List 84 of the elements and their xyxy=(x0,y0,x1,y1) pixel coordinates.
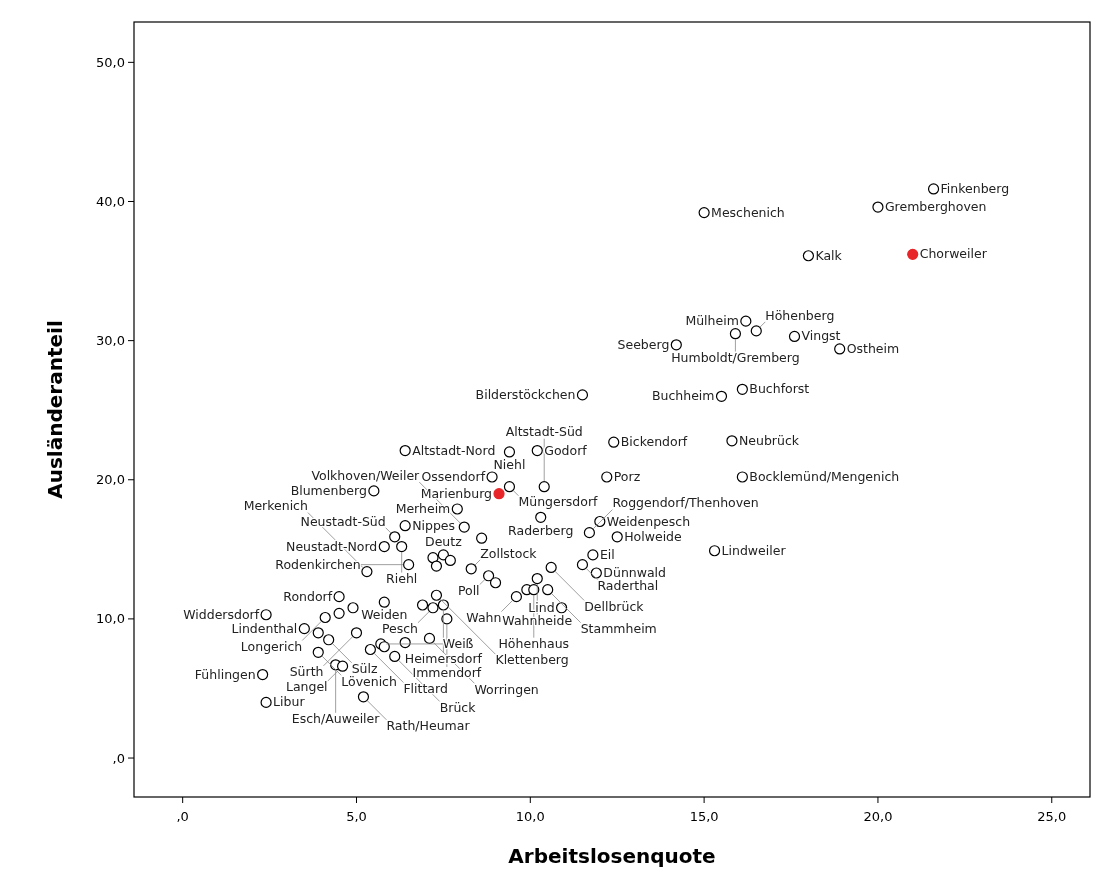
annotation: Mülheim xyxy=(685,313,739,329)
annotation: Immendorf xyxy=(412,665,482,681)
annotation: Volkhoven/Weiler xyxy=(311,467,421,483)
y-tick-label: 10,0 xyxy=(96,611,125,627)
annotation: Sürth xyxy=(289,664,324,680)
y-axis-title: Ausländeranteil xyxy=(43,320,67,499)
annotation: Finkenberg xyxy=(940,180,1010,196)
y-tick-label: 40,0 xyxy=(96,193,125,209)
annotation: Stammheim xyxy=(580,620,657,636)
annotation: Longerich xyxy=(240,638,303,654)
y-tick-label: 50,0 xyxy=(96,54,125,70)
annotation: Merkenich xyxy=(243,498,308,514)
annotation: Godorf xyxy=(544,442,588,458)
annotation: Weiden xyxy=(361,607,408,623)
annotation: Worringen xyxy=(474,681,539,697)
x-tick-label: 10,0 xyxy=(515,809,545,824)
annotation: Buchforst xyxy=(749,381,810,397)
annotation: Lind xyxy=(528,599,555,615)
annotation: Buchheim xyxy=(651,388,715,404)
annotation: Poll xyxy=(457,583,480,599)
x-tick-label: 25,0 xyxy=(1037,809,1067,824)
x-tick-label: ,0 xyxy=(176,809,189,824)
annotation: Nippes xyxy=(412,517,456,533)
annotation: Weidenpesch xyxy=(606,513,691,529)
y-tick-label: 30,0 xyxy=(96,333,125,349)
annotation: Neubrück xyxy=(738,432,800,448)
annotation: Merheim xyxy=(395,500,451,516)
annotation: Gremberghoven xyxy=(884,199,987,215)
annotation: Eil xyxy=(599,546,615,562)
annotation: Blumenberg xyxy=(290,482,367,498)
x-tick-label: 20,0 xyxy=(863,809,893,824)
annotation: Weiß xyxy=(442,635,474,651)
annotation: Neustadt-Süd xyxy=(300,513,386,529)
annotation: Deutz xyxy=(425,533,463,549)
x-tick-label: 15,0 xyxy=(689,809,719,824)
annotation: Wahnheide xyxy=(502,612,573,628)
annotation: Riehl xyxy=(386,570,418,586)
annotation: Kalk xyxy=(815,247,843,263)
annotation: Höhenberg xyxy=(765,307,835,323)
annotation: Heimersdorf xyxy=(404,651,483,667)
annotation: Seeberg xyxy=(617,336,670,352)
annotation: Raderberg xyxy=(508,522,574,538)
annotation: Pesch xyxy=(381,621,418,637)
annotation: Müngersdorf xyxy=(518,493,599,509)
annotation: Ossendorf xyxy=(421,468,486,484)
annotation: Marienburg xyxy=(420,485,493,501)
annotation: Fühlingen xyxy=(194,666,256,682)
annotation: Bickendorf xyxy=(620,434,688,450)
annotation: Meschenich xyxy=(711,204,785,220)
annotation: Esch/Auweiler xyxy=(291,711,381,727)
annotation: Holweide xyxy=(624,528,683,544)
annotation: Rodenkirchen xyxy=(275,556,361,572)
y-tick-label: ,0 xyxy=(112,750,125,766)
x-tick-label: 5,0 xyxy=(346,809,367,824)
annotation: Roggendorf/Thenhoven xyxy=(612,495,759,511)
annotation: Dellbrück xyxy=(584,598,645,614)
annotation: Raderthal xyxy=(597,577,659,593)
x-axis-title: Arbeitslosenquote xyxy=(508,844,716,868)
annotation: Rondorf xyxy=(283,588,333,604)
annotation: Höhenhaus xyxy=(498,635,570,651)
annotation: Altstadt-Süd xyxy=(505,424,583,440)
annotation: Neustadt-Nord xyxy=(286,538,378,554)
annotation: Humboldt/Gremberg xyxy=(671,349,800,365)
annotation: Widdersdorf xyxy=(183,606,260,622)
annotation: Bocklemünd/Mengenich xyxy=(749,468,900,484)
annotation: Zollstock xyxy=(480,545,538,561)
y-tick-label: 20,0 xyxy=(96,472,125,488)
annotation: Vingst xyxy=(801,328,841,344)
annotation: Niehl xyxy=(493,457,526,473)
annotation: Brück xyxy=(439,699,477,715)
annotation: Chorweiler xyxy=(919,246,988,262)
annotation: Ostheim xyxy=(846,340,900,356)
annotation: Altstadt-Nord xyxy=(412,442,496,458)
annotation: Dünnwald xyxy=(603,564,667,580)
annotation: Porz xyxy=(613,468,641,484)
annotation: Lindweiler xyxy=(721,542,787,558)
annotation: Langel xyxy=(285,679,328,695)
annotation: Libur xyxy=(273,694,306,710)
annotation: Flittard xyxy=(403,680,448,696)
annotation: Bilderstöckchen xyxy=(475,386,576,402)
annotation: Rath/Heumar xyxy=(386,718,471,734)
annotation: Klettenberg xyxy=(495,652,569,668)
annotation: Wahn xyxy=(466,609,502,625)
annotation: Lindenthal xyxy=(231,620,298,636)
